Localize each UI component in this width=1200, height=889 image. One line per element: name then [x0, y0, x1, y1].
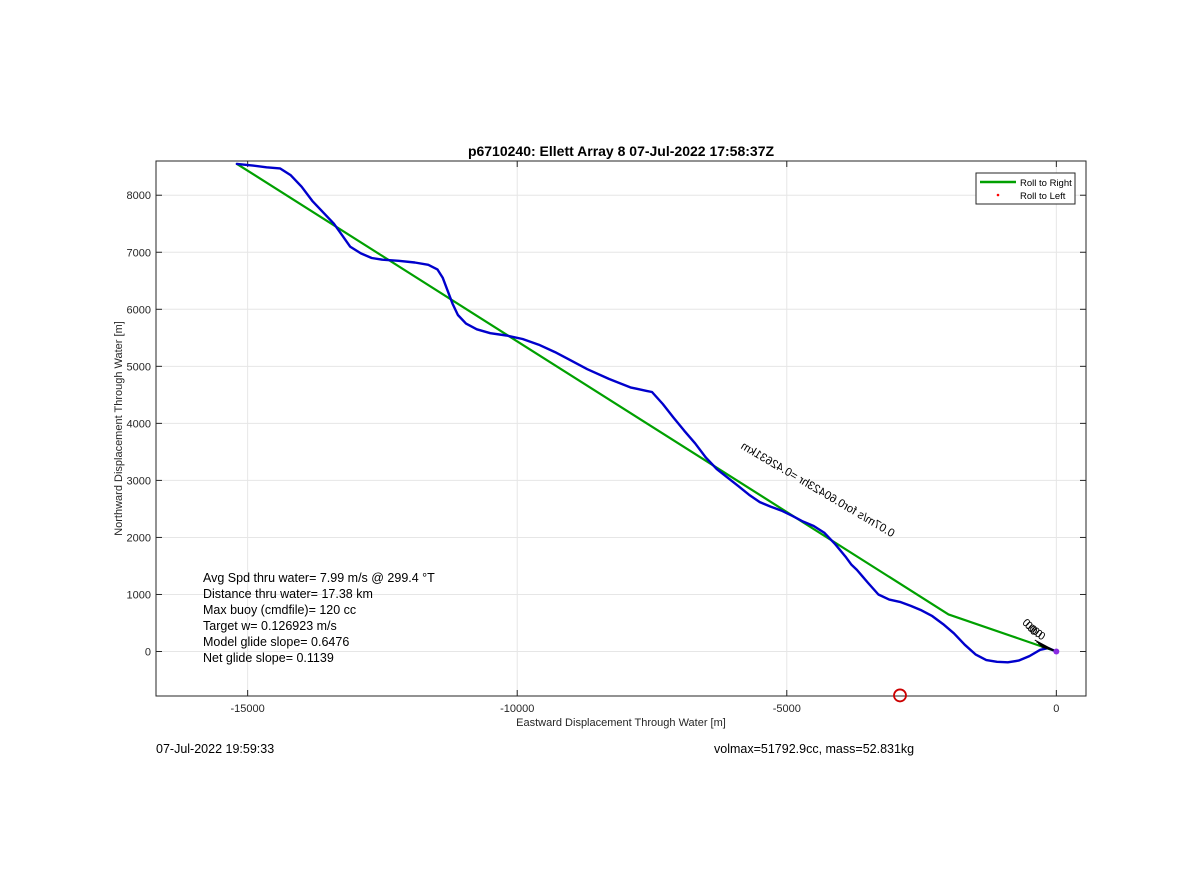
- footer-timestamp: 07-Jul-2022 19:59:33: [156, 742, 275, 756]
- x-tick-label: -10000: [500, 703, 534, 715]
- legend-label-roll-right: Roll to Right: [1020, 178, 1072, 189]
- y-tick-label: 4000: [127, 418, 151, 430]
- legend-label-roll-left: Roll to Left: [1020, 191, 1066, 202]
- stats-line: Max buoy (cmdfile)= 120 cc: [203, 603, 356, 617]
- x-axis-label: Eastward Displacement Through Water [m]: [516, 717, 726, 729]
- series-track-line: [235, 162, 1058, 664]
- footer-vol-mass: volmax=51792.9cc, mass=52.831kg: [714, 742, 915, 756]
- stats-line: Model glide slope= 0.6476: [203, 635, 349, 649]
- x-tick-label: 0: [1053, 703, 1059, 715]
- y-tick-label: 8000: [127, 190, 151, 202]
- stats-line: Target w= 0.126923 m/s: [203, 619, 337, 633]
- plot-background: [156, 161, 1086, 696]
- y-tick-label: 2000: [127, 532, 151, 544]
- legend-swatch-roll-left: [996, 193, 1000, 197]
- stats-line: Net glide slope= 0.1139: [203, 651, 334, 665]
- legend: Roll to Right Roll to Left: [975, 172, 1076, 205]
- y-tick-label: 6000: [127, 304, 151, 316]
- y-tick-label: 3000: [127, 475, 151, 487]
- x-tick-label: -15000: [231, 703, 265, 715]
- y-tick-label: 7000: [127, 247, 151, 259]
- chart-title: p6710240: Ellett Array 8 07-Jul-2022 17:…: [468, 143, 775, 159]
- y-tick-label: 5000: [127, 361, 151, 373]
- y-tick-label: 0: [145, 647, 151, 659]
- stats-line: Avg Spd thru water= 7.99 m/s @ 299.4 °T: [203, 571, 435, 585]
- origin-marker: [1053, 648, 1060, 655]
- legend-box: [975, 172, 1076, 205]
- stats-line: Distance thru water= 17.38 km: [203, 587, 373, 601]
- red-circle-marker: [893, 688, 907, 703]
- axes-box: [155, 160, 1087, 697]
- plot-area: -15000 -10000 -5000 0 0 1000 2000 3000 4000 5000 6…: [113, 143, 1087, 729]
- y-tick-label: 1000: [127, 589, 151, 601]
- y-axis-label: Northward Displacement Through Water [m]: [113, 321, 125, 536]
- series-roll-right-line: [235, 162, 1058, 653]
- x-tick-label: -5000: [773, 703, 801, 715]
- arrow-stroke: [1034, 639, 1057, 652]
